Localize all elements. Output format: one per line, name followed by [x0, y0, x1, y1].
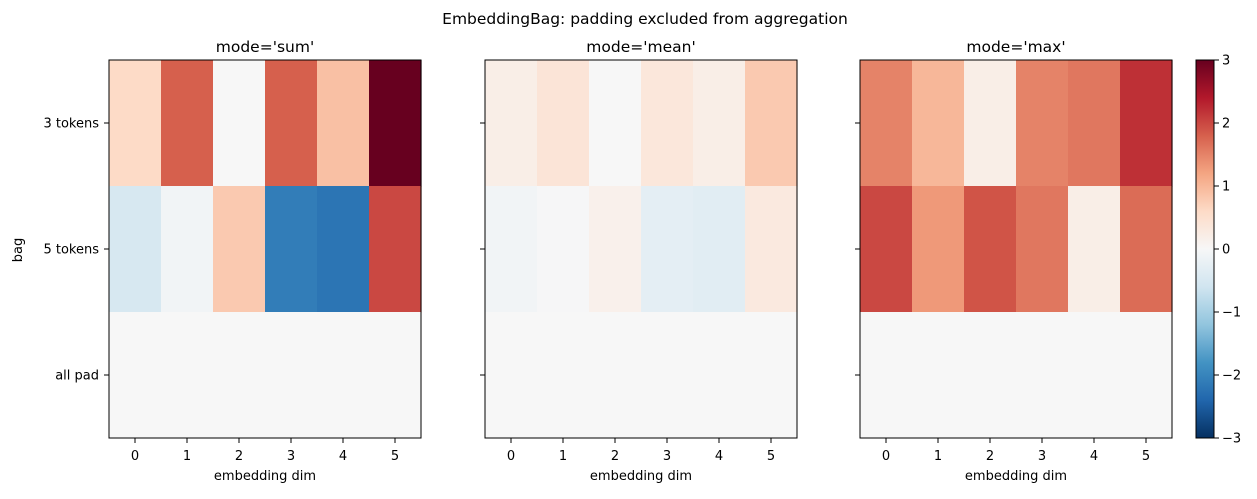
x-tick-label: 4 — [715, 449, 723, 464]
heatmap-cell — [109, 312, 162, 439]
heatmap-cell — [369, 312, 422, 439]
x-tick-label: 2 — [986, 449, 994, 464]
panel-title: mode='max' — [966, 38, 1065, 56]
heatmap-cell — [213, 312, 266, 439]
colorbar-gradient — [1196, 60, 1214, 438]
panel-title: mode='mean' — [586, 38, 695, 56]
y-tick-label: all pad — [55, 369, 99, 384]
heatmap-cell — [265, 186, 318, 313]
heatmap-cell — [693, 60, 746, 187]
colorbar-tick-label: 2 — [1222, 117, 1230, 132]
heatmap-cell — [317, 186, 370, 313]
heatmap-cell — [860, 186, 913, 313]
x-tick-label: 0 — [507, 449, 515, 464]
heatmap-cell — [1016, 312, 1069, 439]
colorbar-tick-label: 1 — [1222, 180, 1230, 195]
heatmap-cell — [537, 60, 590, 187]
x-tick-label: 1 — [934, 449, 942, 464]
heatmap-cell — [369, 60, 422, 187]
heatmap-cell — [964, 186, 1017, 313]
heatmap-cell — [1016, 60, 1069, 187]
heatmap-cell — [693, 312, 746, 439]
heatmap-cell — [485, 186, 538, 313]
heatmap-cell — [860, 60, 913, 187]
panels: mode='sum' 0 1 2 3 4 5 embedding dim 3 tokens 5 t… — [43, 38, 1173, 484]
heatmap-cell — [641, 186, 694, 313]
x-tick-label: 3 — [663, 449, 671, 464]
heatmap-cell — [912, 60, 965, 187]
heatmap-cell — [860, 312, 913, 439]
heatmap-cell — [589, 186, 642, 313]
heatmap-cell — [1120, 312, 1173, 439]
heatmap-cell — [1016, 186, 1069, 313]
heatmap-cell — [485, 312, 538, 439]
heatmap-cell — [1068, 186, 1121, 313]
heatmap-cell — [213, 186, 266, 313]
heatmap-cell — [1120, 60, 1173, 187]
x-tick-label: 1 — [183, 449, 191, 464]
heatmap-panel: mode='mean' 0 1 2 3 4 5 embedding dim — [480, 38, 798, 484]
heatmap-cell — [1120, 186, 1173, 313]
heatmap-cell — [161, 312, 214, 439]
heatmap-cell — [641, 312, 694, 439]
x-axis-label: embedding dim — [590, 469, 692, 484]
x-tick-label: 5 — [391, 449, 399, 464]
heatmap-cell — [317, 60, 370, 187]
x-tick-label: 0 — [131, 449, 139, 464]
heatmap-cell — [1068, 312, 1121, 439]
heatmap-cell — [485, 60, 538, 187]
heatmap-cell — [745, 312, 798, 439]
x-tick-label: 0 — [882, 449, 890, 464]
figure-suptitle: EmbeddingBag: padding excluded from aggr… — [442, 10, 848, 28]
x-axis-label: embedding dim — [214, 469, 316, 484]
heatmap-cell — [912, 312, 965, 439]
colorbar-tick-label: 3 — [1222, 54, 1230, 69]
heatmap-cell — [265, 60, 318, 187]
colorbar: −3 −2 −1 0 1 2 3 — [1195, 54, 1241, 447]
x-tick-label: 4 — [1090, 449, 1098, 464]
y-tick-label: 3 tokens — [43, 117, 99, 132]
heatmap-cell — [537, 312, 590, 439]
x-tick-label: 3 — [1038, 449, 1046, 464]
y-axis-label: bag — [11, 238, 26, 262]
heatmap-cell — [317, 312, 370, 439]
heatmap-cell — [369, 186, 422, 313]
heatmap-cell — [912, 186, 965, 313]
colorbar-tick-label: −1 — [1222, 306, 1241, 321]
x-tick-label: 5 — [767, 449, 775, 464]
heatmap-cell — [641, 60, 694, 187]
colorbar-tick-label: −3 — [1222, 432, 1241, 447]
heatmap-cell — [1068, 60, 1121, 187]
heatmap-cell — [745, 60, 798, 187]
heatmap-cell — [109, 60, 162, 187]
heatmap-cell — [964, 60, 1017, 187]
x-tick-label: 1 — [559, 449, 567, 464]
heatmap-cell — [693, 186, 746, 313]
heatmap-cell — [265, 312, 318, 439]
panel-title: mode='sum' — [216, 38, 314, 56]
colorbar-tick-label: 0 — [1222, 243, 1230, 258]
heatmap-cell — [589, 60, 642, 187]
heatmap-cell — [109, 186, 162, 313]
x-tick-label: 4 — [339, 449, 347, 464]
heatmap-cell — [745, 186, 798, 313]
x-tick-label: 5 — [1142, 449, 1150, 464]
x-tick-label: 2 — [235, 449, 243, 464]
y-tick-label: 5 tokens — [43, 243, 99, 258]
heatmap-panel: mode='max' 0 1 2 3 4 5 embedding dim — [855, 38, 1173, 484]
heatmap-cell — [161, 60, 214, 187]
heatmap-cell — [964, 312, 1017, 439]
heatmap-cell — [161, 186, 214, 313]
heatmap-cell — [537, 186, 590, 313]
heatmap-cell — [589, 312, 642, 439]
heatmap-cell — [213, 60, 266, 187]
x-tick-label: 3 — [287, 449, 295, 464]
x-axis-label: embedding dim — [965, 469, 1067, 484]
heatmap-panel: mode='sum' 0 1 2 3 4 5 embedding dim 3 tokens 5 t… — [43, 38, 422, 484]
colorbar-tick-label: −2 — [1222, 369, 1241, 384]
x-tick-label: 2 — [611, 449, 619, 464]
